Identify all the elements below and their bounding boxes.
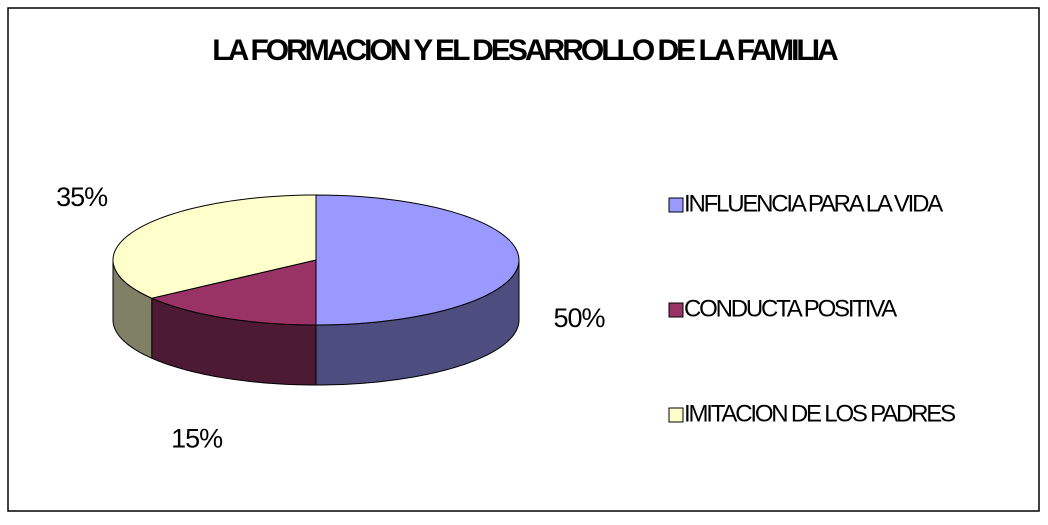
legend-swatch [668, 407, 684, 423]
data-label: 15% [171, 423, 223, 453]
pie-slice [150, 259, 317, 326]
legend-label: IMITACION DE LOS PADRES [684, 400, 955, 427]
data-label: 50% [553, 303, 605, 333]
legend-label: CONDUCTA POSITIVA [684, 295, 897, 322]
data-label: 35% [56, 182, 108, 212]
pie-slice [315, 194, 520, 326]
legend-swatch [668, 302, 684, 318]
pie-slice [112, 194, 317, 299]
legend-label: INFLUENCIA PARA LA VIDA [684, 190, 943, 217]
legend-swatch [668, 197, 684, 213]
chart-title: LA FORMACION Y EL DESARROLLO DE LA FAMIL… [212, 34, 838, 67]
